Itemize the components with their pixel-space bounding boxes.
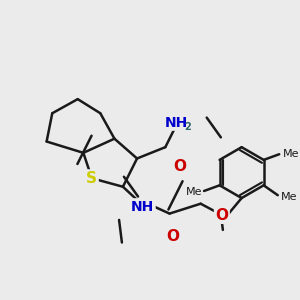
Text: Me: Me <box>281 192 298 202</box>
Text: O: O <box>166 229 179 244</box>
Text: Me: Me <box>186 188 202 197</box>
Text: NH: NH <box>165 116 188 130</box>
Text: O: O <box>173 160 186 175</box>
Text: Me: Me <box>283 149 299 159</box>
Text: S: S <box>86 171 97 186</box>
Text: O: O <box>215 208 228 223</box>
Text: NH: NH <box>131 200 154 214</box>
Text: 2: 2 <box>184 122 191 132</box>
